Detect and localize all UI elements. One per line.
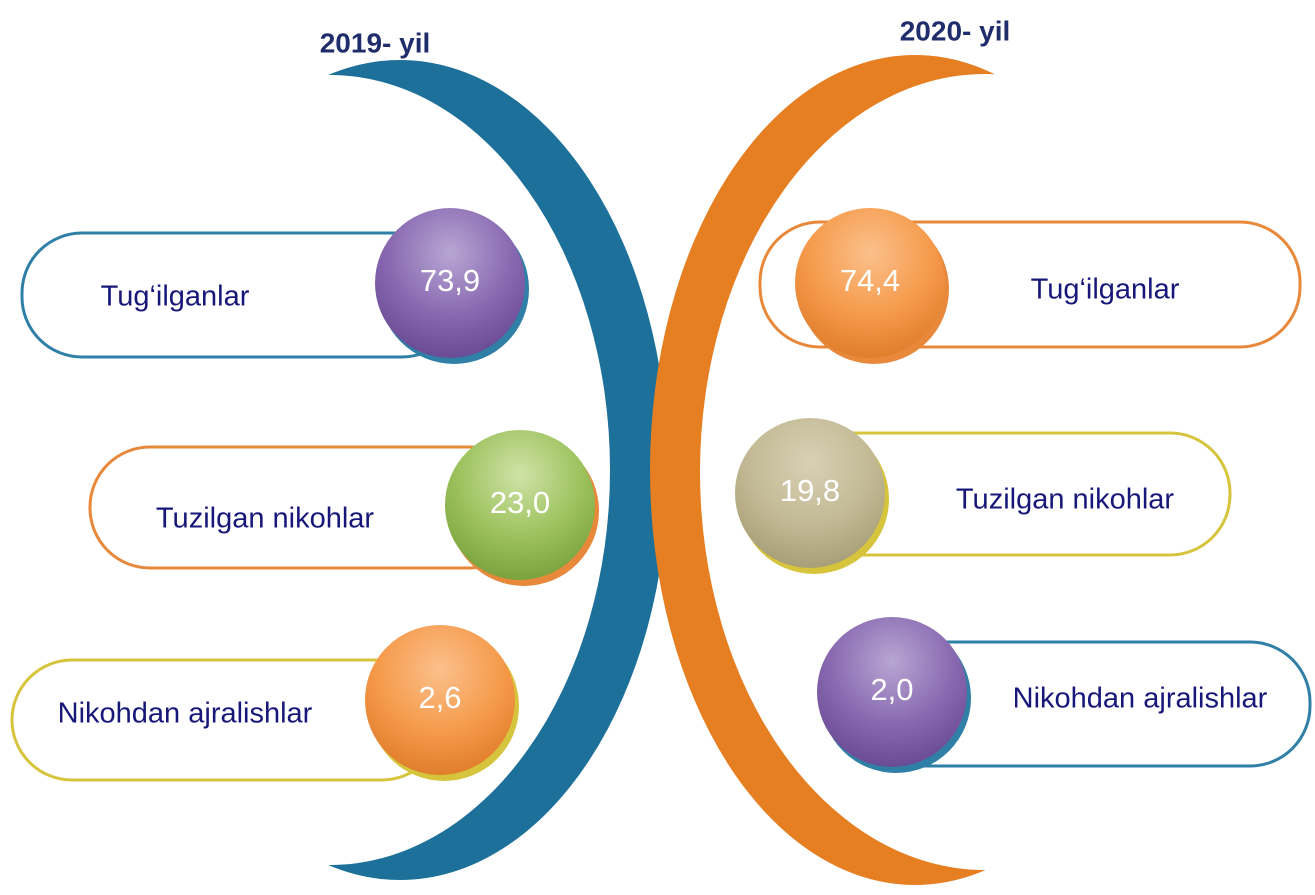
item-label: Tuzilgan nikohlar xyxy=(956,484,1174,516)
items: 73,9 Tug‘ilganlar 23,0 Tuzilgan nikohlar 2,6… xyxy=(10,208,1312,782)
item-value: 2,0 xyxy=(870,672,913,707)
item-label: Tug‘ilganlar xyxy=(1031,274,1180,306)
panel-title: 2019- yil xyxy=(320,27,431,58)
item-value: 19,8 xyxy=(780,473,840,508)
value-circle xyxy=(445,430,595,580)
item-label: Nikohdan ajralishlar xyxy=(58,698,313,730)
value-circle xyxy=(735,418,885,568)
item-label: Tug‘ilganlar xyxy=(101,281,250,313)
item-value: 74,4 xyxy=(840,263,900,298)
value-circle xyxy=(795,208,945,358)
item-value: 23,0 xyxy=(490,485,550,520)
value-circle xyxy=(375,208,525,358)
item-value: 2,6 xyxy=(418,680,461,715)
panel-title: 2020- yil xyxy=(900,15,1011,46)
value-circle xyxy=(817,617,967,767)
item-label: Tuzilgan nikohlar xyxy=(156,503,374,535)
item-value: 73,9 xyxy=(420,263,480,298)
item-label: Nikohdan ajralishlar xyxy=(1013,683,1268,715)
value-circle xyxy=(365,625,515,775)
